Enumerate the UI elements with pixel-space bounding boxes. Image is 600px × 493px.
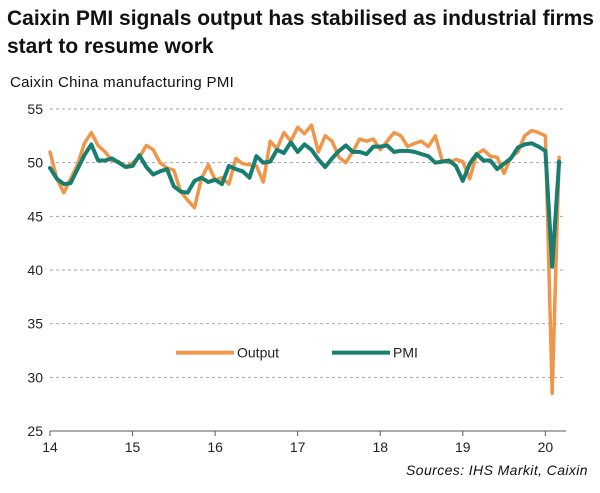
source-note: Sources: IHS Markit, Caixin bbox=[406, 462, 588, 478]
x-tick-label-15: 15 bbox=[125, 439, 141, 455]
legend-label-output: Output bbox=[237, 345, 279, 361]
y-tick-label-30: 30 bbox=[27, 369, 43, 385]
chart-title: Caixin PMI signals output has stabilised… bbox=[7, 7, 594, 58]
y-axis: 25 30 35 40 45 50 55 bbox=[27, 101, 43, 439]
series-line-pmi bbox=[48, 140, 562, 269]
x-tick-label-16: 16 bbox=[207, 439, 223, 455]
y-tick-label-45: 45 bbox=[27, 208, 43, 224]
x-tick-label-14: 14 bbox=[42, 439, 58, 455]
x-tick-label-20: 20 bbox=[538, 439, 554, 455]
legend: Output PMI bbox=[176, 345, 418, 361]
x-tick-label-18: 18 bbox=[372, 439, 388, 455]
legend-label-pmi: PMI bbox=[393, 345, 418, 361]
y-tick-label-35: 35 bbox=[27, 316, 43, 332]
y-tick-label-25: 25 bbox=[27, 423, 43, 439]
y-tick-label-40: 40 bbox=[27, 262, 43, 278]
y-tick-label-50: 50 bbox=[27, 155, 43, 171]
chart-subtitle: Caixin China manufacturing PMI bbox=[10, 74, 235, 91]
x-axis: 14 15 16 17 18 19 20 bbox=[42, 430, 566, 455]
y-tick-label-55: 55 bbox=[27, 101, 43, 117]
x-tick-label-17: 17 bbox=[290, 439, 306, 455]
x-tick-label-19: 19 bbox=[455, 439, 471, 455]
series-lines bbox=[48, 123, 562, 396]
